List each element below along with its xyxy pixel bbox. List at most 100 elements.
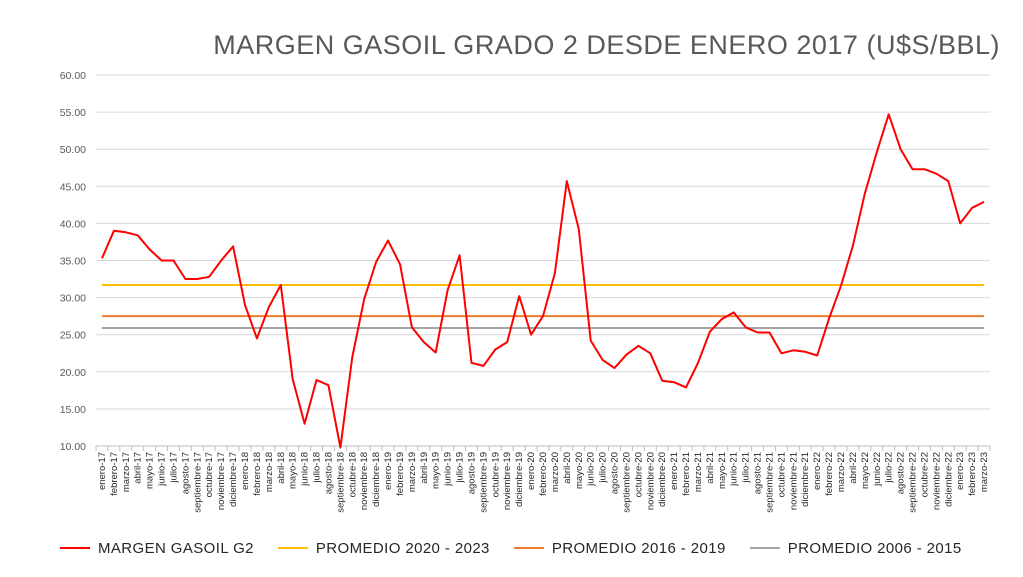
x-tick-label: octubre-18 xyxy=(347,452,358,497)
x-tick-label: septiembre-22 xyxy=(908,452,919,513)
x-tick-label: agosto-21 xyxy=(753,452,764,494)
x-tick-label: noviembre-20 xyxy=(645,452,656,510)
x-tick-label: febrero-21 xyxy=(681,452,692,496)
x-tick-label: julio-22 xyxy=(884,452,895,484)
x-tick-label: mayo-17 xyxy=(145,452,156,489)
x-tick-label: junio-17 xyxy=(157,452,168,487)
x-tick-label: febrero-23 xyxy=(967,452,978,496)
x-tick-label: julio-19 xyxy=(455,452,466,484)
legend-swatch-promedio-2020-2023 xyxy=(277,547,308,549)
legend-item-promedio-2016-2019: PROMEDIO 2016 - 2019 xyxy=(513,539,726,557)
x-tick-label: noviembre-21 xyxy=(788,452,799,510)
y-tick-label: 25.00 xyxy=(60,330,86,342)
x-tick-label: marzo-21 xyxy=(693,452,704,492)
x-tick-label: abril-18 xyxy=(276,452,287,484)
x-tick-label: julio-18 xyxy=(312,452,323,484)
x-tick-label: enero-20 xyxy=(526,452,537,490)
x-tick-label: agosto-19 xyxy=(466,452,477,494)
series-line-margen xyxy=(101,113,985,449)
legend-swatch-promedio-2016-2019 xyxy=(513,547,544,549)
x-tick-label: octubre-17 xyxy=(204,452,215,497)
y-tick-label: 20.00 xyxy=(60,367,86,379)
x-tick-label: marzo-18 xyxy=(264,452,275,492)
x-tick-label: diciembre-17 xyxy=(228,452,239,507)
x-tick-label: abril-20 xyxy=(562,452,573,484)
x-tick-label: junio-18 xyxy=(300,452,311,487)
x-tick-label: septiembre-21 xyxy=(764,452,775,513)
x-tick-label: enero-21 xyxy=(669,452,680,490)
x-tick-label: junio-20 xyxy=(586,452,597,487)
x-tick-label: diciembre-18 xyxy=(371,452,382,507)
x-tick-label: enero-18 xyxy=(240,452,251,490)
y-tick-label: 40.00 xyxy=(60,218,86,230)
y-tick-label: 50.00 xyxy=(60,144,86,156)
legend-label-margen: MARGEN GASOIL G2 xyxy=(98,539,254,557)
x-tick-label: marzo-20 xyxy=(550,452,561,492)
y-tick-label: 35.00 xyxy=(60,256,86,268)
x-tick-label: agosto-22 xyxy=(896,452,907,494)
legend-swatch-margen xyxy=(60,547,90,549)
x-tick-label: febrero-20 xyxy=(538,452,549,496)
x-tick-label: julio-20 xyxy=(598,452,609,484)
y-tick-label: 15.00 xyxy=(60,404,86,416)
x-tick-label: diciembre-22 xyxy=(943,452,954,507)
x-tick-label: enero-19 xyxy=(383,452,394,490)
x-tick-label: noviembre-18 xyxy=(359,452,370,510)
x-tick-label: febrero-18 xyxy=(252,452,263,496)
x-tick-label: diciembre-20 xyxy=(657,452,668,507)
x-tick-label: octubre-21 xyxy=(776,452,787,497)
x-tick-label: agosto-17 xyxy=(180,452,191,494)
x-tick-label: noviembre-17 xyxy=(216,452,227,510)
x-tick-label: enero-23 xyxy=(955,452,966,490)
x-tick-label: marzo-22 xyxy=(836,452,847,492)
chart-legend: MARGEN GASOIL G2 PROMEDIO 2020 - 2023 PR… xyxy=(60,536,1000,560)
x-tick-label: enero-22 xyxy=(812,452,823,490)
x-tick-label: mayo-21 xyxy=(717,452,728,489)
x-tick-label: abril-22 xyxy=(848,452,859,484)
legend-swatch-promedio-2006-2015 xyxy=(749,547,780,549)
x-tick-label: agosto-20 xyxy=(610,452,621,494)
x-tick-label: septiembre-17 xyxy=(192,452,203,513)
y-tick-label: 60.00 xyxy=(60,70,86,82)
x-tick-label: diciembre-21 xyxy=(800,452,811,507)
x-tick-label: mayo-19 xyxy=(431,452,442,489)
legend-label-promedio-2016-2019: PROMEDIO 2016 - 2019 xyxy=(551,539,726,557)
x-tick-label: octubre-19 xyxy=(490,452,501,497)
legend-label-promedio-2020-2023: PROMEDIO 2020 - 2023 xyxy=(315,539,490,557)
x-tick-label: febrero-22 xyxy=(824,452,835,496)
x-tick-label: junio-19 xyxy=(443,452,454,487)
x-tick-label: abril-17 xyxy=(133,452,144,484)
x-tick-label: marzo-19 xyxy=(407,452,418,492)
x-tick-label: septiembre-20 xyxy=(621,452,632,513)
x-tick-label: mayo-20 xyxy=(574,452,585,489)
legend-item-margen: MARGEN GASOIL G2 xyxy=(60,540,254,557)
x-tick-label: febrero-17 xyxy=(109,452,120,496)
x-tick-label: noviembre-22 xyxy=(931,452,942,510)
x-tick-label: junio-22 xyxy=(872,452,883,487)
x-tick-label: julio-21 xyxy=(741,452,752,484)
y-tick-label: 10.00 xyxy=(60,441,86,453)
x-tick-label: marzo-23 xyxy=(979,452,990,492)
x-tick-label: marzo-17 xyxy=(121,452,132,492)
legend-item-promedio-2020-2023: PROMEDIO 2020 - 2023 xyxy=(277,539,490,557)
x-tick-label: junio-21 xyxy=(729,452,740,487)
legend-item-promedio-2006-2015: PROMEDIO 2006 - 2015 xyxy=(749,540,962,557)
y-tick-label: 30.00 xyxy=(60,293,86,305)
x-tick-label: mayo-18 xyxy=(288,452,299,489)
x-tick-label: noviembre-19 xyxy=(502,452,513,510)
x-tick-label: diciembre-19 xyxy=(514,452,525,507)
x-tick-label: enero-17 xyxy=(97,452,108,490)
x-tick-label: julio-17 xyxy=(168,452,179,484)
y-tick-label: 55.00 xyxy=(60,107,86,119)
y-tick-label: 45.00 xyxy=(60,181,86,193)
x-tick-label: septiembre-18 xyxy=(335,452,346,513)
x-tick-label: abril-19 xyxy=(419,452,430,484)
x-tick-label: octubre-20 xyxy=(633,452,644,497)
x-tick-label: mayo-22 xyxy=(860,452,871,489)
x-tick-label: abril-21 xyxy=(705,452,716,484)
x-tick-label: agosto-18 xyxy=(323,452,334,494)
chart-title: MARGEN GASOIL GRADO 2 DESDE ENERO 2017 (… xyxy=(213,30,1000,60)
x-tick-label: octubre-22 xyxy=(919,452,930,497)
